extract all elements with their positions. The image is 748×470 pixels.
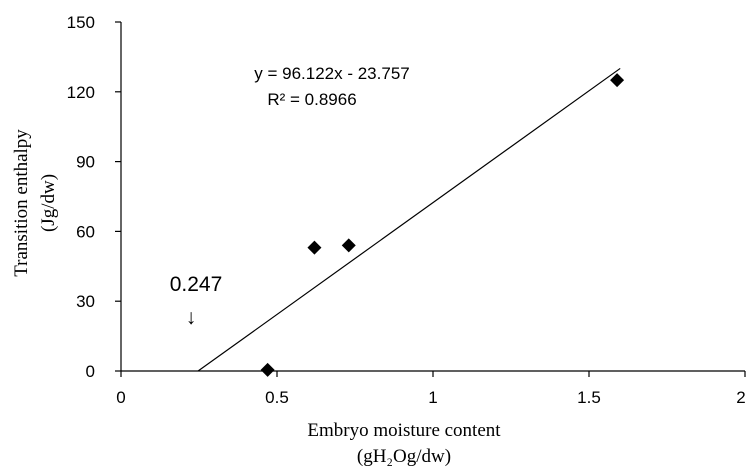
x-axis-title-unit: (gH₂Og/dw) [357, 446, 451, 467]
x-axis-ticks: 0 0.5 1 1.5 2 [116, 371, 746, 407]
y-tick-label: 90 [76, 153, 95, 172]
y-tick-label: 30 [76, 292, 95, 311]
data-point [260, 362, 275, 377]
y-tick-label: 150 [67, 13, 95, 32]
y-tick-label: 120 [67, 83, 95, 102]
x-tick-label: 1.5 [577, 388, 601, 407]
equation-label: y = 96.122x - 23.757 [254, 64, 409, 83]
x-tick-label: 1 [428, 388, 437, 407]
y-tick-label: 0 [86, 362, 95, 381]
y-axis-title-unit: (Jg/dw) [38, 174, 59, 232]
trendline [197, 67, 621, 372]
data-point [610, 73, 625, 88]
x-axis-title: Embryo moisture content [307, 420, 501, 441]
x-tick-label: 0 [116, 388, 125, 407]
y-axis-ticks: 0 30 60 90 120 150 [67, 13, 121, 381]
x-tick-label: 0.5 [265, 388, 289, 407]
data-point [341, 238, 356, 253]
r-squared-label: R² = 0.8966 [267, 90, 356, 109]
y-tick-label: 60 [76, 222, 95, 241]
data-point [307, 240, 322, 255]
data-points [260, 73, 625, 377]
intercept-value-label: 0.247 [170, 273, 223, 296]
x-tick-label: 2 [736, 388, 745, 407]
down-arrow-icon: ↓ [186, 306, 197, 329]
y-axis-title: Transition enthalpy [11, 129, 32, 277]
